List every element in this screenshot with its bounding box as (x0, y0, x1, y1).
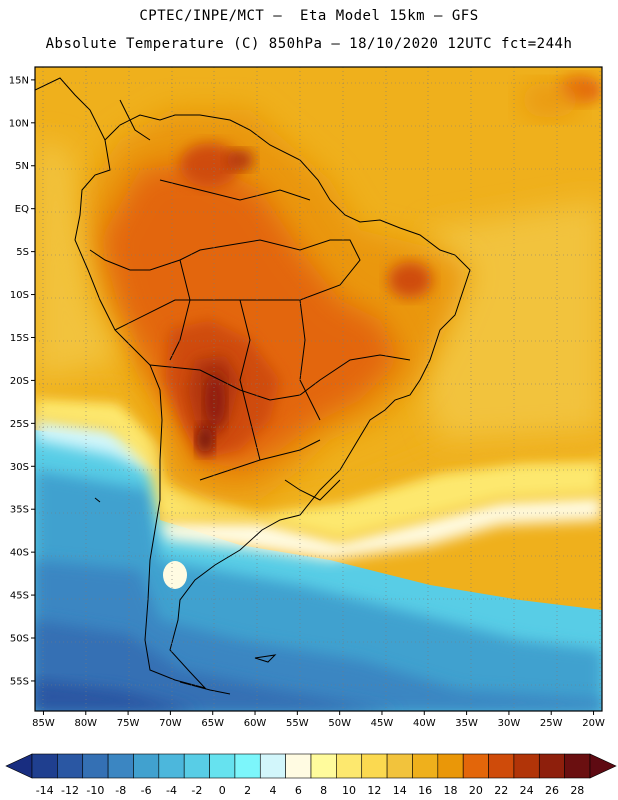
lon-tick-label: 80W (74, 718, 97, 729)
colorbar-label: 10 (342, 784, 356, 797)
colorbar-label: 18 (444, 784, 458, 797)
colorbar: -14 -12 -10 -8 -6 -4 -2 0 2 4 6 8 10 12 14 16 18 20 22 24 26… (5, 753, 617, 797)
colorbar-swatch (361, 753, 388, 779)
colorbar-swatch (412, 753, 439, 779)
colorbar-label: 24 (520, 784, 534, 797)
colorbar-swatch (234, 753, 261, 779)
lon-tick-label: 35W (455, 718, 478, 729)
lat-tick-label: 20S (10, 376, 29, 387)
lon-tick-label: 40W (413, 718, 436, 729)
colorbar-swatch (437, 753, 464, 779)
colorbar-label: 26 (545, 784, 559, 797)
colorbar-over-arrow (589, 753, 617, 779)
colorbar-swatch (259, 753, 286, 779)
colorbar-swatch (538, 753, 565, 779)
colorbar-swatch (82, 753, 109, 779)
lon-tick-label: 50W (328, 718, 351, 729)
lon-tick-label: 45W (371, 718, 394, 729)
colorbar-label: 8 (320, 784, 327, 797)
colorbar-swatch (310, 753, 337, 779)
lat-tick-label: 40S (10, 548, 29, 559)
lon-tick-label: 55W (286, 718, 309, 729)
lat-tick-label: 25S (10, 419, 29, 430)
lon-tick-label: 60W (244, 718, 267, 729)
colorbar-swatch (488, 753, 515, 779)
lat-tick-label: 55S (10, 676, 29, 687)
colorbar-swatch (133, 753, 160, 779)
lat-tick-label: EQ (15, 204, 29, 215)
colorbar-label: 14 (393, 784, 407, 797)
colorbar-label: -10 (86, 784, 104, 797)
lat-tick-label: 10S (10, 290, 29, 301)
colorbar-swatch (183, 753, 210, 779)
colorbar-swatch (107, 753, 134, 779)
map-grid (35, 67, 602, 711)
colorbar-label: -8 (115, 784, 126, 797)
colorbar-label: -4 (166, 784, 177, 797)
lat-tick-label: 15N (9, 75, 29, 86)
colorbar-swatch (564, 753, 591, 779)
lon-tick-label: 25W (540, 718, 563, 729)
lon-tick-label: 30W (498, 718, 521, 729)
lat-tick-label: 15S (10, 333, 29, 344)
colorbar-swatch (209, 753, 236, 779)
colorbar-under-arrow (5, 753, 33, 779)
lat-tick-label: 5S (16, 247, 29, 258)
colorbar-label: 0 (219, 784, 226, 797)
colorbar-label: 28 (570, 784, 584, 797)
lat-tick-label: 5N (15, 161, 29, 172)
latitude-axis: 15N 10N 5N EQ 5S 10S 15S 20S 25S 30S 35S 40S 45S 50S 5… (9, 75, 35, 687)
lon-tick-label: 20W (582, 718, 605, 729)
lon-tick-label: 75W (117, 718, 140, 729)
lon-tick-label: 65W (201, 718, 224, 729)
lat-tick-label: 35S (10, 505, 29, 516)
colorbar-label: 20 (469, 784, 483, 797)
colorbar-swatch (386, 753, 413, 779)
colorbar-swatch (31, 753, 58, 779)
colorbar-label: 2 (244, 784, 251, 797)
colorbar-label: -6 (141, 784, 152, 797)
colorbar-label: -14 (36, 784, 54, 797)
colorbar-swatch (57, 753, 84, 779)
lat-tick-label: 50S (10, 634, 29, 645)
lon-tick-label: 70W (159, 718, 182, 729)
colorbar-label: -12 (61, 784, 79, 797)
colorbar-swatch (462, 753, 489, 779)
lat-tick-label: 30S (10, 462, 29, 473)
colorbar-label: 22 (494, 784, 508, 797)
lat-tick-label: 45S (10, 591, 29, 602)
lat-tick-label: 10N (9, 118, 29, 129)
colorbar-swatch (158, 753, 185, 779)
colorbar-label: 12 (367, 784, 381, 797)
colorbar-label: 16 (418, 784, 432, 797)
map-title-line-2: Absolute Temperature (C) 850hPa – 18/10/… (45, 36, 573, 52)
colorbar-swatch (285, 753, 312, 779)
colorbar-label: -2 (191, 784, 202, 797)
longitude-axis: 85W 80W 75W 70W 65W 60W 55W 50W 45W 40W 35W 30W 25W 2… (32, 711, 605, 729)
lon-tick-label: 85W (32, 718, 55, 729)
map-title-line-1: CPTEC/INPE/MCT – Eta Model 15km – GFS (139, 8, 479, 24)
colorbar-swatch (336, 753, 363, 779)
colorbar-label: 4 (269, 784, 276, 797)
colorbar-label: 6 (295, 784, 302, 797)
colorbar-swatch (513, 753, 540, 779)
map-border (34, 66, 603, 712)
temperature-field (35, 67, 602, 711)
